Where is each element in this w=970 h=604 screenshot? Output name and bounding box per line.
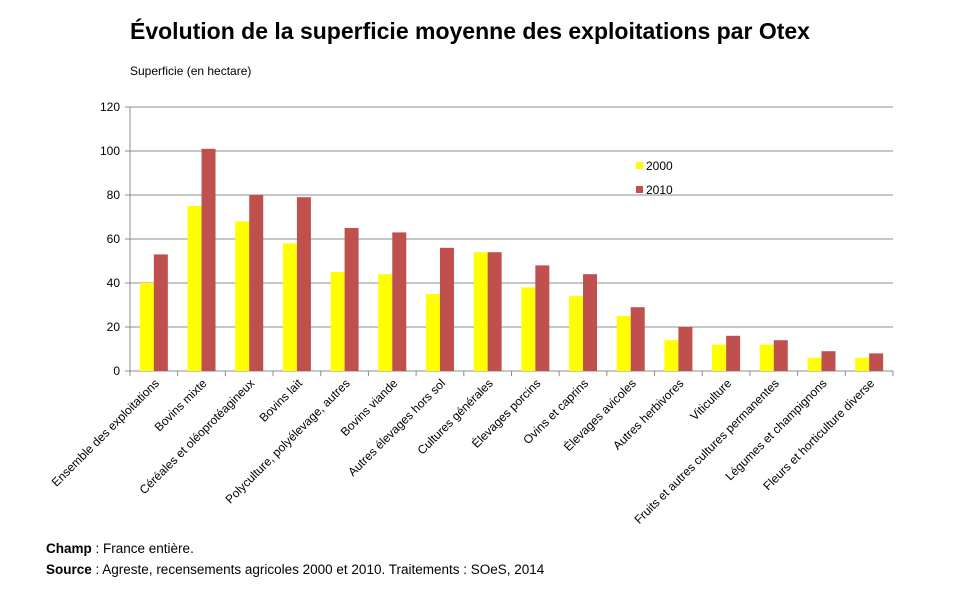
bar-2000 [569, 296, 584, 371]
y-tick-label: 80 [107, 188, 121, 202]
bar-2000 [235, 221, 250, 371]
y-tick-label: 120 [100, 100, 120, 114]
y-tick-label: 100 [100, 144, 120, 158]
source-note: Source : Agreste, recensements agricoles… [46, 562, 544, 577]
source-note-label: Source [46, 562, 92, 577]
bar-2010 [583, 274, 598, 371]
bar-2010 [201, 148, 216, 371]
bar-2010 [344, 228, 359, 371]
bar-2000 [282, 243, 297, 371]
legend-label: 2000 [646, 159, 673, 173]
y-tick-label: 60 [107, 232, 121, 246]
bar-2010 [726, 335, 741, 371]
bar-2010 [773, 340, 788, 371]
bar-2010 [869, 353, 884, 371]
bar-2010 [821, 351, 836, 371]
legend: 2000 2010 [636, 159, 673, 197]
legend-swatch-2010 [636, 186, 643, 193]
bar-2010 [487, 252, 502, 371]
bar-2000 [807, 357, 822, 371]
bar-2010 [249, 195, 264, 371]
bar-chart: 0 20 40 60 80 100 120 Ensemble des exploitatio… [49, 100, 894, 527]
x-tick-label: Viticulture [687, 376, 734, 423]
gridlines [130, 106, 893, 328]
bar-2010 [630, 307, 645, 371]
y-axis-unit-label: Superficie (en hectare) [130, 64, 252, 78]
x-tick-label: Autres élevages hors sol [345, 376, 448, 479]
bar-2010 [392, 232, 407, 371]
bar-2000 [378, 274, 393, 371]
scope-note: Champ : France entière. [46, 541, 194, 556]
bar-2000 [330, 272, 345, 371]
bar-2000 [664, 340, 679, 371]
axes: 0 20 40 60 80 100 120 [100, 100, 894, 378]
bar-2000 [425, 294, 440, 371]
bar-2000 [139, 283, 154, 371]
scope-note-label: Champ [46, 541, 92, 556]
bar-2010 [678, 327, 693, 371]
bar-2000 [473, 252, 488, 371]
bars [139, 148, 884, 371]
bar-2000 [855, 357, 870, 371]
x-tick-label: Ensemble des exploitations [49, 376, 162, 489]
y-tick-label: 20 [107, 320, 121, 334]
bar-2010 [296, 197, 311, 371]
y-tick-label: 0 [113, 364, 120, 378]
bar-2000 [521, 287, 536, 371]
legend-swatch-2000 [636, 162, 643, 169]
bar-2010 [439, 247, 454, 371]
bar-2000 [616, 316, 631, 371]
bar-2010 [535, 265, 550, 371]
bar-2000 [187, 206, 202, 371]
bar-2000 [759, 344, 774, 371]
legend-label: 2010 [646, 183, 673, 197]
source-note-text: : Agreste, recensements agricoles 2000 e… [91, 562, 545, 577]
x-tick-label: Bovins lait [256, 376, 305, 425]
bar-2010 [153, 254, 168, 371]
y-tick-label: 40 [107, 276, 121, 290]
bar-2000 [712, 344, 727, 371]
scope-note-text: : France entière. [91, 541, 194, 556]
chart-title: Évolution de la superficie moyenne des e… [130, 18, 810, 44]
